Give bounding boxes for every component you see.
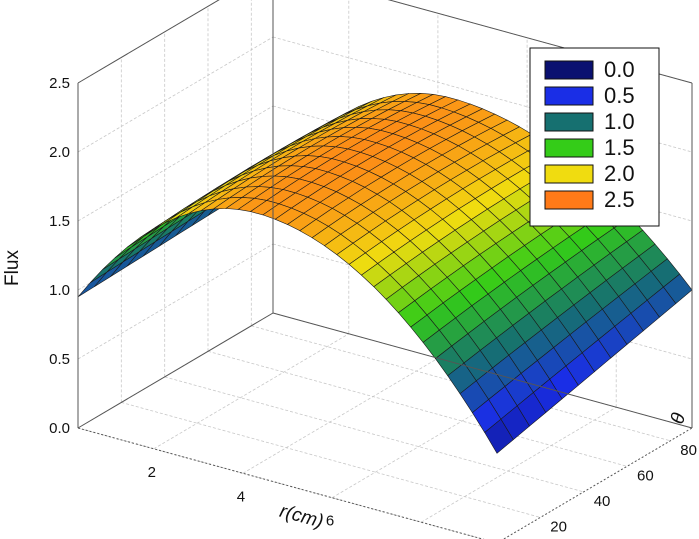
legend-label: 2.5 xyxy=(604,187,635,212)
z-tick-label: 0.0 xyxy=(49,420,70,437)
surface-patch xyxy=(77,272,107,298)
grid-line xyxy=(420,406,617,523)
legend-swatch xyxy=(544,138,594,158)
y-tick-label: 60 xyxy=(637,467,654,484)
x-axis-title: r(cm) xyxy=(277,501,325,533)
grid-line xyxy=(153,333,350,450)
z-tick-label: 0.5 xyxy=(49,351,70,368)
grid-line xyxy=(331,382,528,499)
x-tick-label: 8 xyxy=(415,537,423,539)
frame-line xyxy=(77,312,274,429)
legend-swatch xyxy=(544,112,594,132)
x-tick-label: 4 xyxy=(237,488,245,505)
frame-line xyxy=(272,312,693,429)
frame-line xyxy=(77,0,220,84)
legend-label: 1.0 xyxy=(604,109,635,134)
x-tick-label: 2 xyxy=(148,464,156,481)
legend-label: 2.0 xyxy=(604,161,635,186)
legend-swatch xyxy=(544,164,594,184)
z-tick-label: 2.5 xyxy=(49,75,70,92)
z-axis-title: Flux xyxy=(2,250,23,286)
y-tick-label: 40 xyxy=(594,493,611,510)
surface-patch xyxy=(484,418,514,454)
legend-swatch xyxy=(544,60,594,80)
legend-swatch xyxy=(544,190,594,210)
y-tick-label: 20 xyxy=(550,518,567,535)
legend-label: 0.0 xyxy=(604,57,635,82)
z-tick-label: 1.0 xyxy=(49,282,70,299)
grid-line xyxy=(77,105,274,222)
ticks-layer: 0.00.51.01.52.02.52468020406080 xyxy=(49,75,697,539)
grid-line xyxy=(164,376,584,493)
y-tick-label: 80 xyxy=(680,442,697,459)
x-axis-line xyxy=(77,427,485,539)
z-tick-label: 2.0 xyxy=(49,144,70,161)
grid-line xyxy=(77,243,274,360)
z-tick-label: 1.5 xyxy=(49,213,70,230)
grid-line xyxy=(121,402,541,518)
legend: 0.00.51.01.52.02.5 xyxy=(529,47,660,227)
legend-label: 0.5 xyxy=(604,83,635,108)
y-axis-title: θ xyxy=(667,410,690,426)
y-axis-line xyxy=(502,427,693,539)
grid-line xyxy=(77,0,220,84)
legend-swatch xyxy=(544,86,594,106)
grid-line xyxy=(207,350,628,467)
legend-label: 1.5 xyxy=(604,135,635,160)
grid-line xyxy=(242,357,439,474)
grid-line xyxy=(77,36,274,153)
x-tick-label: 6 xyxy=(326,513,334,530)
